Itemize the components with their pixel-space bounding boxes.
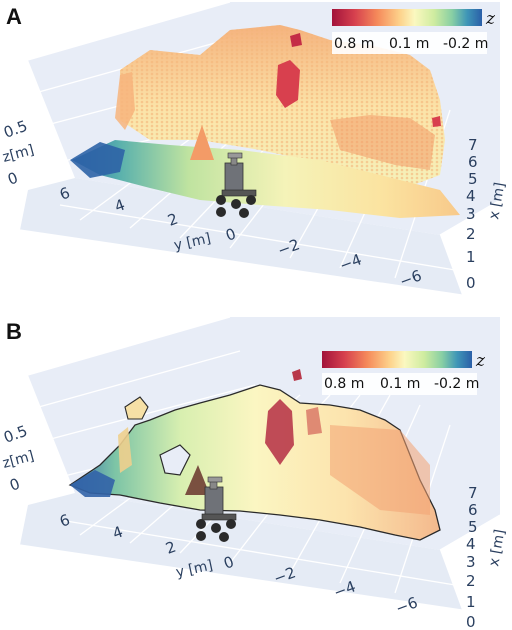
- colorbar-gradient: [332, 9, 482, 26]
- scene-floor: [20, 493, 462, 610]
- x-tick: 7: [468, 136, 478, 154]
- colorbar-tick: 0.8 m: [324, 376, 364, 392]
- colorbar-gradient: [322, 351, 472, 368]
- y-axis-title: y [m]: [175, 558, 215, 581]
- y-axis-title: y [m]: [173, 231, 213, 254]
- plot-3d-scene[interactable]: z 0.8 m 0.1 m -0.2 m 0.5 0 z[m] 6 4 2 0 …: [0, 315, 512, 630]
- colorbar-title: z: [475, 351, 486, 371]
- z-tick: 0.5: [1, 422, 30, 447]
- x-tick: 6: [468, 153, 478, 171]
- x-tick: 6: [468, 501, 478, 519]
- x-tick: 1: [466, 593, 476, 611]
- x-tick: 5: [468, 518, 478, 536]
- x-axis-title: x [m]: [486, 528, 508, 568]
- z-tick: 0: [5, 169, 20, 189]
- x-tick: 5: [468, 170, 478, 188]
- panel-letter: A: [6, 4, 22, 29]
- rover-model: [196, 476, 237, 542]
- colorbar-title: z: [485, 9, 496, 29]
- x-axis: 7 6 5 4 3 2 1 0 x [m]: [466, 484, 508, 630]
- z-axis: 0.5 0 z[m]: [1, 117, 36, 189]
- x-tick: 7: [468, 484, 478, 502]
- z-axis-title: z[m]: [1, 448, 36, 472]
- x-tick: 0: [466, 274, 476, 292]
- scene-floor: [20, 178, 462, 295]
- colorbar-tick: -0.2 m: [443, 36, 488, 52]
- point-cloud: [70, 25, 460, 218]
- surface-mesh: [68, 369, 441, 541]
- x-axis-title: x [m]: [486, 181, 508, 221]
- z-tick: 0.5: [1, 117, 30, 142]
- rover-model: [216, 152, 257, 218]
- x-axis: 7 6 5 4 3 2 1 0 x [m]: [466, 136, 508, 292]
- colorbar: z 0.8 m 0.1 m -0.2 m: [322, 351, 486, 395]
- colorbar-tick: -0.2 m: [434, 376, 479, 392]
- x-tick: 1: [466, 248, 476, 266]
- panel-b-surface-mesh: B: [0, 315, 512, 630]
- x-tick: 0: [466, 613, 476, 630]
- x-tick: 4: [466, 535, 476, 553]
- panel-letter: B: [6, 319, 22, 344]
- colorbar-tick: 0.1 m: [380, 376, 420, 392]
- x-tick: 4: [466, 187, 476, 205]
- z-axis-title: z[m]: [1, 142, 36, 166]
- colorbar-tick: 0.8 m: [334, 36, 374, 52]
- x-tick: 2: [466, 572, 476, 590]
- colorbar-tick: 0.1 m: [389, 36, 429, 52]
- plot-3d-scene[interactable]: z 0.8 m 0.1 m -0.2 m 0.5 0 z[m] 6 4 2 0 …: [0, 0, 512, 315]
- x-tick: 2: [466, 225, 476, 243]
- x-tick: 3: [466, 553, 476, 571]
- colorbar: z 0.8 m 0.1 m -0.2 m: [332, 9, 496, 54]
- z-tick: 0: [7, 475, 22, 495]
- panel-a-point-cloud: A: [0, 0, 512, 315]
- x-tick: 3: [466, 205, 476, 223]
